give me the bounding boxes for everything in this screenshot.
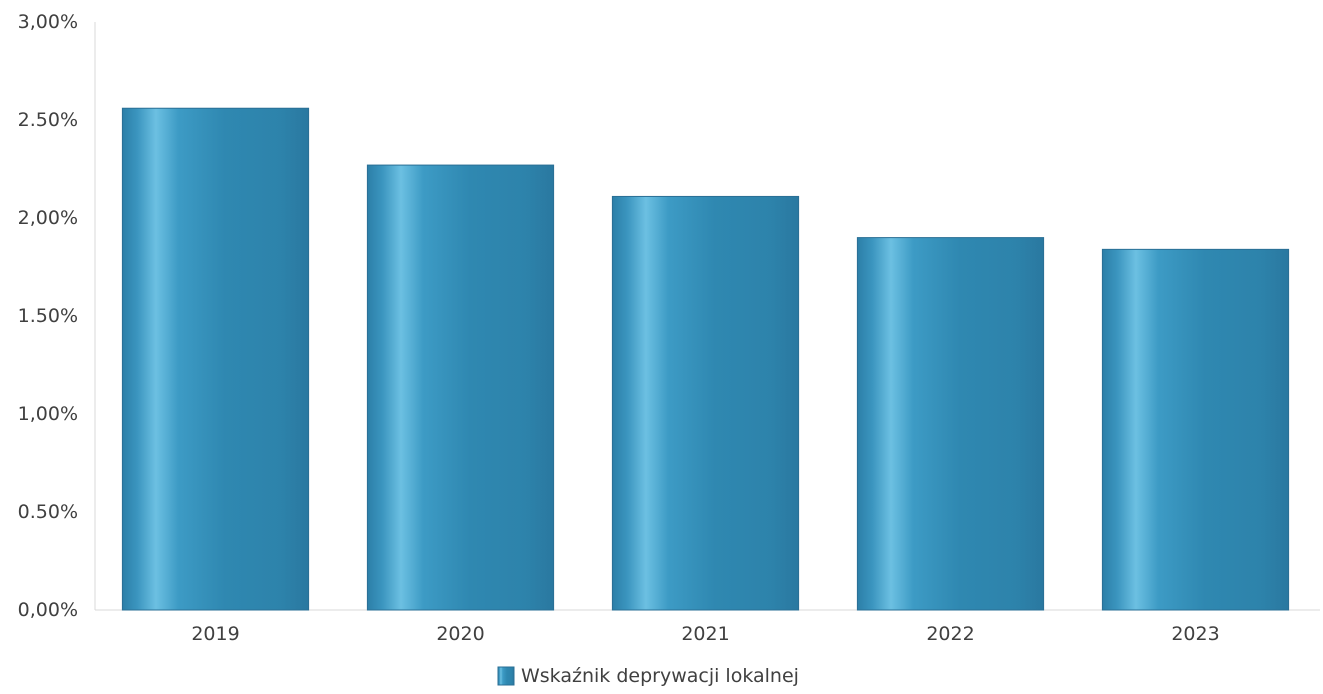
x-tick-label: 2021 — [681, 623, 729, 645]
y-tick-label: 0.50% — [18, 501, 78, 523]
y-tick-label: 1,00% — [18, 403, 78, 425]
y-tick-label: 1.50% — [18, 305, 78, 327]
y-axis-tick-labels: 0,00% 0.50% 1,00% 1.50% 2,00% 2.50% 3,00% — [18, 11, 78, 621]
x-tick-label: 2023 — [1171, 623, 1219, 645]
bars — [121, 107, 1290, 611]
legend-label: Wskaźnik deprywacji lokalnej — [521, 665, 799, 687]
y-tick-label: 0,00% — [18, 599, 78, 621]
y-tick-label: 2.50% — [18, 109, 78, 131]
x-tick-label: 2020 — [436, 623, 484, 645]
bar-2021 — [611, 195, 800, 611]
x-tick-label: 2022 — [926, 623, 974, 645]
bar-2019 — [121, 107, 310, 611]
bar-2023 — [1101, 248, 1290, 611]
x-tick-label: 2019 — [191, 623, 239, 645]
y-tick-label: 2,00% — [18, 207, 78, 229]
bar-2020 — [366, 164, 555, 611]
legend-swatch — [497, 666, 515, 686]
bar-2022 — [856, 237, 1045, 611]
y-tick-label: 3,00% — [18, 11, 78, 33]
legend: Wskaźnik deprywacji lokalnej — [497, 665, 799, 687]
x-axis-tick-labels: 2019 2020 2021 2022 2023 — [191, 623, 1219, 645]
